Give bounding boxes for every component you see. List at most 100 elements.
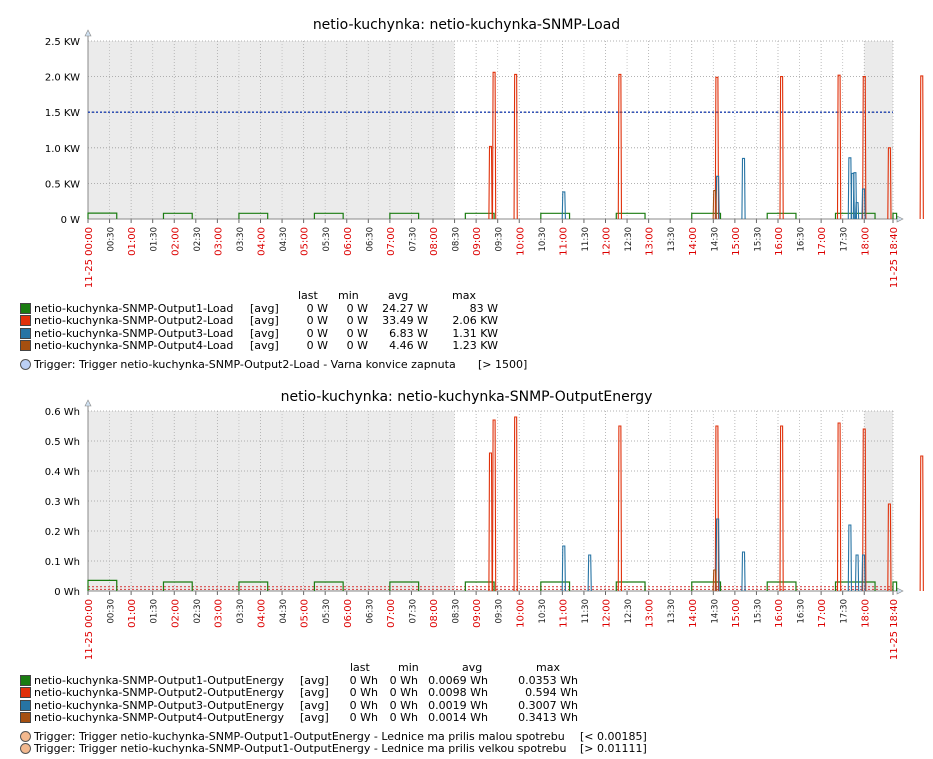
- y-tick-label: 0.5 KW: [45, 179, 80, 190]
- legend-func: [avg]: [300, 673, 329, 687]
- series-spike: [854, 202, 860, 220]
- y-tick-label: 0 W: [61, 215, 81, 226]
- x-tick-label: 14:30: [710, 227, 720, 252]
- legend-row: netio-kuchynka-SNMP-Output4-OutputEnergy…: [20, 711, 720, 725]
- legend-row: netio-kuchynka-SNMP-Output3-Load [avg] 0 W…: [20, 326, 620, 341]
- x-tick-label: 16:30: [797, 599, 807, 624]
- night-shade-area: [88, 41, 455, 219]
- series-spike: [741, 157, 746, 220]
- legend-avg: 33.49 W: [382, 314, 428, 327]
- series-segment: [540, 212, 571, 219]
- series-segment: [313, 212, 344, 219]
- legend-row: netio-kuchynka-SNMP-Output2-OutputEnergy…: [20, 686, 720, 700]
- x-tick-label: 11-25 00:00: [84, 227, 95, 288]
- load-chart-plot: 0 W 0.5 KW 1.0 KW 1.5 KW 2.0 KW 2.5 KW 11-25 0…: [45, 29, 924, 288]
- legend-name: netio-kuchynka-SNMP-Output3-Load: [34, 326, 234, 340]
- series-spike: [836, 422, 842, 592]
- legend-trigger-text: Trigger: Trigger netio-kuchynka-SNMP-Out…: [34, 729, 565, 743]
- series-spike: [861, 554, 866, 592]
- x-tick-label: 06:00: [343, 599, 354, 628]
- legend-min: 0 W: [346, 339, 368, 352]
- legend-func: [avg]: [250, 301, 279, 315]
- x-tick-label: 12:30: [624, 227, 634, 252]
- series-spike: [561, 545, 566, 592]
- x-tick-label: 12:30: [624, 599, 634, 624]
- legend-name: netio-kuchynka-SNMP-Output2-OutputEnergy: [34, 686, 284, 699]
- x-tick-label: 12:00: [602, 599, 613, 628]
- x-tick-label: 10:30: [538, 599, 548, 624]
- legend-trigger-text: Trigger: Trigger netio-kuchynka-SNMP-Out…: [34, 742, 567, 755]
- legend-func: [avg]: [250, 339, 279, 352]
- series-segment: [691, 212, 722, 219]
- series-spike: [513, 73, 518, 220]
- series-segment: [892, 212, 898, 219]
- day-area: [454, 41, 865, 219]
- legend-color-swatch: [20, 340, 31, 351]
- series-segment: [87, 212, 118, 219]
- legend-name: netio-kuchynka-SNMP-Output4-OutputEnergy: [34, 711, 284, 724]
- series-spike: [836, 74, 842, 220]
- x-tick-label: 16:00: [774, 227, 785, 256]
- legend-last: 0 W: [306, 301, 328, 315]
- y-axis-arrow: [84, 399, 92, 407]
- series-spike: [741, 551, 746, 592]
- legend-color-swatch: [20, 712, 31, 723]
- y-tick-label: 1.5 KW: [45, 108, 80, 119]
- legend-trigger-condition: [> 0.01111]: [580, 742, 647, 755]
- legend-max: 0.3413 Wh: [518, 711, 578, 724]
- legend-header-max: max: [452, 289, 476, 302]
- series-spike: [488, 145, 493, 220]
- x-axis-arrow: [896, 587, 904, 595]
- load-graph: netio-kuchynka: netio-kuchynka-SNMP-Load…: [20, 17, 924, 371]
- legend-func: [avg]: [250, 326, 279, 340]
- legend-func: [avg]: [300, 686, 329, 699]
- series-segment: [87, 579, 118, 591]
- legend-last: 0 W: [306, 339, 328, 352]
- series-spike: [491, 71, 497, 220]
- energy-graph: netio-kuchynka: netio-kuchynka-SNMP-Outp…: [0, 380, 933, 759]
- x-tick-label: 03:30: [236, 599, 246, 624]
- x-tick-label: 03:30: [236, 227, 246, 252]
- legend-header-avg: avg: [462, 661, 483, 674]
- x-tick-label: 07:30: [408, 227, 418, 252]
- legend-header-min: min: [398, 661, 419, 674]
- x-tick-label: 08:00: [429, 599, 440, 628]
- series-spike: [919, 455, 924, 592]
- x-tick-label: 14:00: [688, 227, 699, 256]
- legend-header-max: max: [536, 661, 560, 674]
- legend-color-swatch: [20, 674, 31, 686]
- legend-color-swatch: [20, 687, 31, 698]
- series-spike: [617, 425, 623, 592]
- y-tick-label: 0.6 Wh: [45, 407, 80, 418]
- x-tick-label: 11:30: [581, 599, 591, 624]
- y-tick-label: 0.4 Wh: [45, 467, 80, 478]
- load-graph-title: netio-kuchynka: netio-kuchynka-SNMP-Load: [312, 17, 621, 33]
- legend-max: 1.31 KW: [452, 326, 498, 340]
- series-spike: [779, 425, 784, 592]
- legend-header-avg: avg: [388, 289, 409, 302]
- y-tick-label: 0.3 Wh: [45, 497, 80, 508]
- x-tick-label: 11:00: [558, 227, 569, 256]
- x-tick-label: 17:00: [817, 227, 828, 256]
- x-tick-label: 14:00: [688, 599, 699, 628]
- series-spike: [712, 189, 717, 220]
- x-tick-label: 01:00: [127, 599, 138, 628]
- x-tick-label: 03:00: [213, 227, 224, 256]
- legend-last: 0 Wh: [349, 686, 378, 699]
- legend-avg: 0.0014 Wh: [428, 711, 488, 724]
- x-tick-label: 16:30: [797, 227, 807, 252]
- series-spike: [714, 425, 720, 592]
- x-tick-label: 00:30: [107, 599, 117, 624]
- legend-max: 0.0353 Wh: [518, 673, 578, 687]
- x-tick-label: 07:00: [386, 599, 397, 628]
- legend-trigger-text: Trigger: Trigger netio-kuchynka-SNMP-Out…: [34, 357, 456, 371]
- series-segment: [162, 212, 193, 219]
- x-tick-label: 04:30: [279, 599, 289, 624]
- x-tick-label: 06:30: [365, 227, 375, 252]
- x-tick-label: 11:30: [581, 227, 591, 252]
- x-tick-label: 01:00: [127, 227, 138, 256]
- y-tick-label: 0.2 Wh: [45, 527, 80, 538]
- x-tick-label: 15:00: [731, 599, 742, 628]
- legend-trigger-condition: [> 1500]: [478, 357, 528, 371]
- legend-max: 1.23 KW: [452, 339, 498, 352]
